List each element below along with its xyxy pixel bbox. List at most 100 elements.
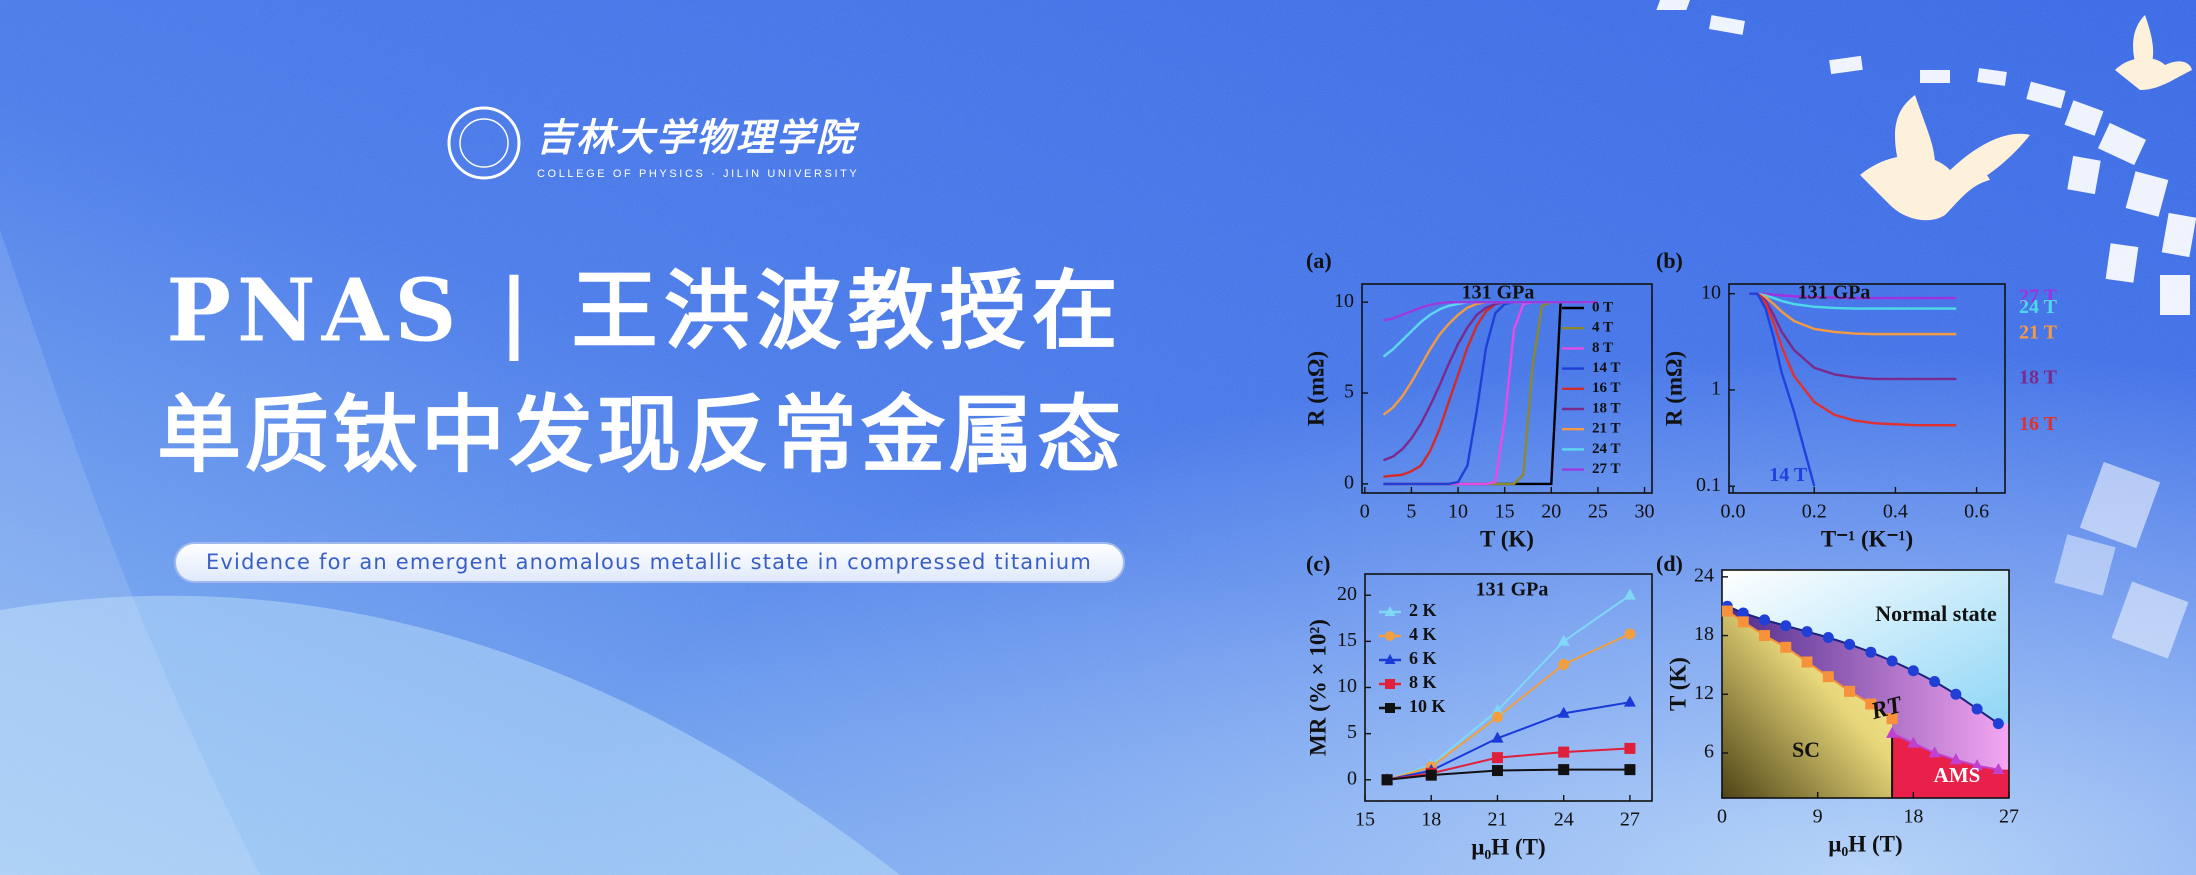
data-point <box>1491 731 1504 743</box>
series-label: 18 T <box>2019 367 2058 389</box>
data-point <box>1425 769 1437 781</box>
data-point <box>1624 764 1636 776</box>
data-point <box>1624 628 1636 640</box>
y-tick-label: 1 <box>1711 378 1721 400</box>
data-point <box>1907 736 1920 748</box>
data-point <box>1491 752 1503 764</box>
x-tick-label: 10 <box>1448 501 1468 523</box>
series-line <box>1749 292 1957 336</box>
x-tick-label: 21 <box>1487 809 1507 831</box>
data-point <box>1759 630 1771 642</box>
data-point <box>1737 616 1749 628</box>
y-tick-label: 0.1 <box>1696 474 1721 496</box>
x-tick-label: 24 <box>1554 809 1574 831</box>
region <box>1892 733 2009 798</box>
legend-label: 8 T <box>1592 340 1613 356</box>
y-tick-label: 5 <box>1344 381 1354 403</box>
region <box>1722 606 2009 770</box>
series-line <box>1383 300 1598 322</box>
subtitle-pill <box>174 542 1125 583</box>
x-tick-label: 0.2 <box>1802 501 1827 523</box>
x-tick-label: 0.6 <box>1964 501 1989 523</box>
series-label: 16 T <box>2019 413 2058 435</box>
y-axis-label: MR (% × 10²) <box>1305 619 1330 756</box>
plot-area <box>1749 292 1957 487</box>
y-axis-label: R (mΩ) <box>1661 351 1686 426</box>
region-label: SC <box>1792 737 1820 762</box>
data-point <box>1623 695 1636 707</box>
subtitle: Evidence for an emergent anomalous metal… <box>206 550 1092 574</box>
panel-label: (d) <box>1656 551 1683 576</box>
legend-label: 2 K <box>1409 600 1437 620</box>
x-tick-label: 5 <box>1406 501 1416 523</box>
plot-area <box>1382 300 1598 486</box>
data-point <box>1886 726 1899 738</box>
legend-label: 21 T <box>1592 421 1620 437</box>
data-point <box>1623 588 1636 600</box>
plot-frame <box>1361 283 1653 494</box>
data-point <box>1971 759 1984 771</box>
x-tick-label: 27 <box>1620 809 1640 831</box>
data-point <box>1384 606 1396 616</box>
data-point <box>1950 688 1962 700</box>
data-point <box>1385 679 1395 689</box>
y-tick-label: 10 <box>1334 290 1354 312</box>
legend-label: 18 T <box>1592 400 1620 416</box>
y-tick-label: 0 <box>1344 472 1354 494</box>
plot-frame <box>1728 283 2006 494</box>
data-point <box>1844 638 1856 650</box>
annotation: 131 GPa <box>1462 282 1535 304</box>
y-tick-label: 20 <box>1337 583 1357 605</box>
data-point <box>1385 631 1395 641</box>
data-point <box>1780 641 1792 653</box>
logo-cn: 吉林大学物理学院 <box>536 116 860 160</box>
series-label: 24 T <box>2019 296 2058 318</box>
data-point <box>1801 626 1813 638</box>
annotation: 131 GPa <box>1476 579 1549 601</box>
data-point <box>1558 764 1570 776</box>
series-line <box>1749 292 1816 487</box>
data-point <box>1928 746 1941 758</box>
data-point <box>1886 713 1898 725</box>
headline: 单质钛中发现反常金属态 <box>157 385 1125 484</box>
y-axis-label: R (mΩ) <box>1303 351 1328 426</box>
legend-label: 24 T <box>1592 441 1620 457</box>
region <box>1722 611 1893 798</box>
paper-pieces <box>1656 0 2196 659</box>
y-tick-label: 10 <box>1701 281 1721 303</box>
x-tick-label: 9 <box>1813 806 1823 828</box>
data-point <box>1865 698 1877 710</box>
region-label: Normal state <box>1875 601 1997 626</box>
legend-label: 8 K <box>1409 672 1437 692</box>
x-tick-label: 30 <box>1635 501 1655 523</box>
data-point <box>1907 665 1919 677</box>
data-point <box>1759 614 1771 626</box>
region-label: AMS <box>1934 763 1981 787</box>
series-line <box>1749 292 1957 427</box>
data-point <box>1384 654 1396 664</box>
x-tick-label: 18 <box>1421 809 1441 831</box>
series-line <box>1749 292 1957 310</box>
data-point <box>1865 646 1877 658</box>
logo-en: COLLEGE OF PHYSICS · JILIN UNIVERSITY <box>537 168 859 180</box>
data-point <box>1844 685 1856 697</box>
x-tick-label: 0.0 <box>1721 501 1746 523</box>
x-axis-label: T⁻¹ (K⁻¹) <box>1821 526 1913 551</box>
data-point <box>1992 763 2005 775</box>
series-label: 21 T <box>2019 322 2058 344</box>
data-point <box>1491 703 1504 715</box>
legend-label: 16 T <box>1592 380 1620 396</box>
y-tick-label: 18 <box>1694 623 1714 645</box>
x-axis-label: μ₀H (T) <box>1828 831 1902 856</box>
data-point <box>1949 753 1962 765</box>
logo: 吉林大学物理学院 COLLEGE OF PHYSICS · JILIN UNIV… <box>447 106 860 180</box>
x-tick-label: 18 <box>1903 806 1923 828</box>
annotation: 131 GPa <box>1798 282 1871 304</box>
x-axis-label: μ₀H (T) <box>1471 834 1545 859</box>
x-tick-label: 15 <box>1355 809 1375 831</box>
data-point <box>1491 711 1503 723</box>
data-point <box>1557 634 1570 646</box>
legend-label: 10 K <box>1409 696 1446 716</box>
data-point <box>1822 632 1834 644</box>
